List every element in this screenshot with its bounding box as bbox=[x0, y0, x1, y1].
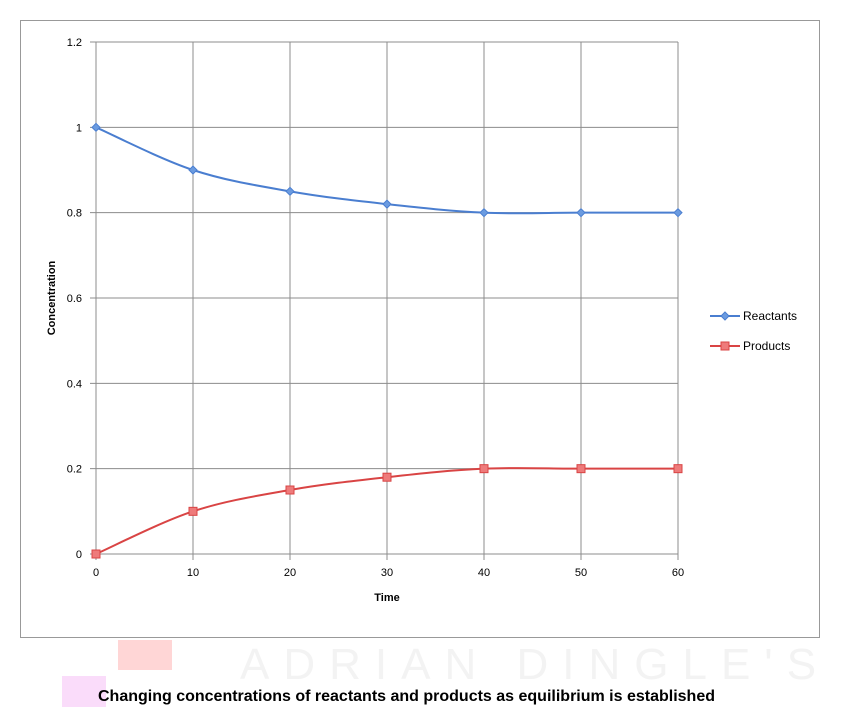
data-point-products bbox=[382, 472, 392, 482]
data-point-products bbox=[576, 464, 586, 474]
y-tick-label: 0.6 bbox=[67, 293, 82, 305]
data-point-products bbox=[285, 485, 295, 495]
watermark-tile bbox=[118, 640, 172, 670]
caption: Changing concentrations of reactants and… bbox=[98, 688, 715, 705]
y-tick-label: 0 bbox=[76, 549, 82, 561]
data-point-reactants bbox=[673, 207, 683, 218]
y-axis-label: Concentration bbox=[46, 260, 58, 335]
data-point-products bbox=[479, 464, 489, 474]
x-tick-label: 10 bbox=[187, 567, 199, 579]
x-axis-label: Time bbox=[374, 592, 399, 604]
x-tick-label: 60 bbox=[672, 567, 684, 579]
x-tick-label: 20 bbox=[284, 567, 296, 579]
watermark-tile-2 bbox=[62, 676, 106, 707]
data-point-reactants bbox=[576, 207, 586, 218]
x-tick-label: 30 bbox=[381, 567, 393, 579]
y-tick-label: 0.4 bbox=[67, 378, 82, 390]
data-point-reactants bbox=[91, 122, 101, 133]
data-point-products bbox=[188, 506, 198, 516]
y-tick-label: 0.8 bbox=[67, 208, 82, 220]
y-tick-label: 0.2 bbox=[67, 464, 82, 476]
data-point-reactants bbox=[188, 165, 198, 175]
legend-label-reactants: Reactants bbox=[743, 309, 797, 323]
data-point-products bbox=[673, 464, 683, 474]
x-tick-label: 40 bbox=[478, 567, 490, 579]
y-tick-label: 1.2 bbox=[67, 37, 82, 49]
chart-frame bbox=[20, 20, 820, 638]
data-point-reactants bbox=[479, 207, 489, 218]
data-point-reactants bbox=[382, 199, 392, 209]
watermark: ADRIAN DINGLE'S bbox=[240, 640, 831, 689]
data-point-reactants bbox=[285, 186, 295, 197]
legend-marker-reactants bbox=[720, 311, 730, 321]
data-point-products bbox=[91, 549, 101, 559]
legend-label-products: Products bbox=[743, 339, 790, 353]
x-tick-label: 0 bbox=[93, 567, 99, 579]
y-tick-label: 1 bbox=[76, 122, 82, 134]
legend-marker-products bbox=[720, 341, 730, 351]
x-tick-label: 50 bbox=[575, 567, 587, 579]
